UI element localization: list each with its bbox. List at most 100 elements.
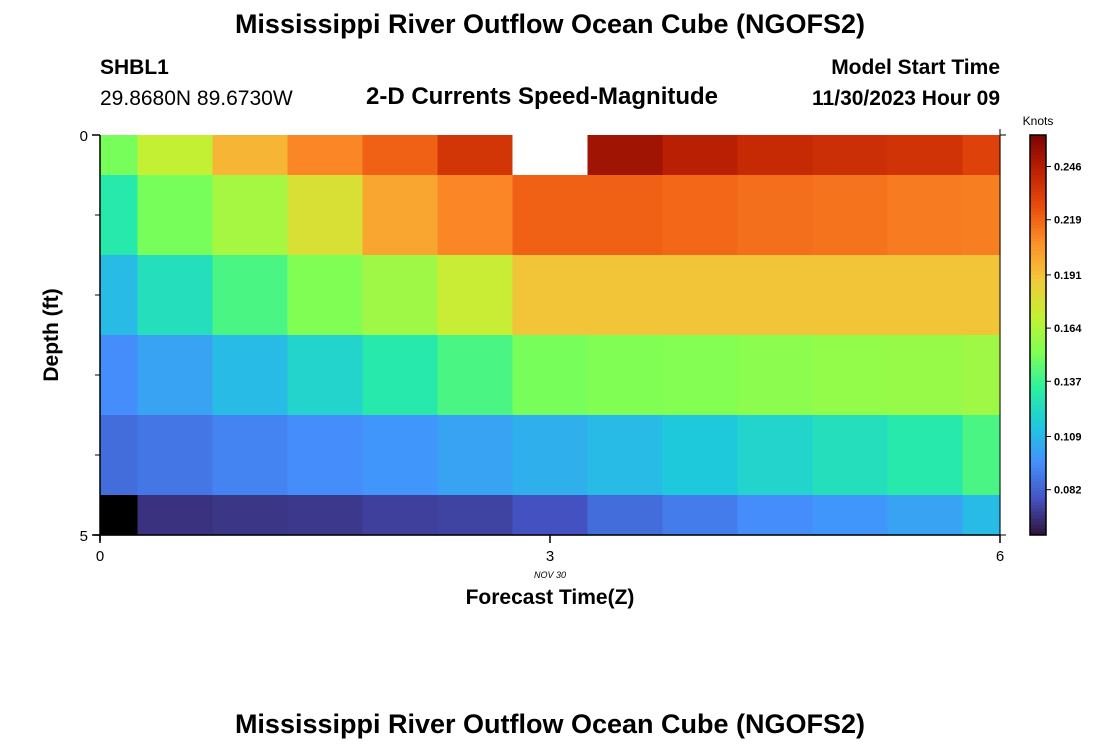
- heatmap-cell: [962, 135, 1001, 176]
- heatmap-cell: [887, 335, 964, 416]
- heatmap-cell: [137, 135, 214, 176]
- colorbar-segment: [1030, 428, 1046, 433]
- heatmap-cell: [812, 135, 889, 176]
- colorbar-segment: [1030, 305, 1046, 309]
- colorbar-segment: [1030, 181, 1046, 186]
- station-coordinates: 29.8680N 89.6730W: [100, 87, 293, 110]
- heatmap-cell: [512, 415, 589, 496]
- colorbar-segment: [1030, 528, 1046, 533]
- colorbar-segment: [1030, 368, 1046, 373]
- model-start-value: 11/30/2023 Hour 09: [812, 87, 1000, 110]
- colorbar-segment: [1030, 135, 1046, 139]
- colorbar-segment: [1030, 441, 1046, 446]
- heatmap-cell: [437, 135, 514, 176]
- colorbar-segment: [1030, 311, 1046, 316]
- heatmap-cell: [587, 495, 664, 536]
- colorbar-segment: [1030, 351, 1046, 356]
- colorbar-segment: [1030, 485, 1046, 489]
- heatmap-cell: [512, 335, 589, 416]
- y-tick-label: 0: [80, 128, 88, 145]
- heatmap-cell: [100, 415, 139, 496]
- colorbar-segment: [1030, 395, 1046, 399]
- colorbar-segment: [1030, 165, 1046, 169]
- heatmap-cell: [512, 495, 589, 536]
- colorbar-segment: [1030, 345, 1046, 349]
- x-tick-label: 3: [546, 548, 554, 565]
- colorbar-segment: [1030, 231, 1046, 236]
- heatmap-cell: [137, 335, 214, 416]
- heatmap-cell: [362, 175, 439, 256]
- colorbar-segment: [1030, 481, 1046, 486]
- colorbar-segment: [1030, 245, 1046, 249]
- colorbar-segment: [1030, 328, 1046, 333]
- colorbar-segment: [1030, 365, 1046, 369]
- colorbar-segment: [1030, 415, 1046, 419]
- colorbar-segment: [1030, 461, 1046, 466]
- colorbar-segment: [1030, 275, 1046, 279]
- colorbar-segment: [1030, 168, 1046, 173]
- colorbar-segment: [1030, 271, 1046, 276]
- colorbar-segment: [1030, 148, 1046, 153]
- colorbar-segment: [1030, 385, 1046, 389]
- colorbar-segment: [1030, 378, 1046, 383]
- heatmap-cell: [100, 335, 139, 416]
- x-tick-label: 0: [96, 548, 104, 565]
- heatmap-cell: [587, 175, 664, 256]
- heatmap-cell: [812, 255, 889, 336]
- colorbar-frame: [1029, 134, 1047, 536]
- heatmap-cell: [212, 175, 289, 256]
- heatmap-cell: [887, 135, 964, 176]
- colorbar-segment: [1030, 298, 1046, 303]
- colorbar-segment: [1030, 191, 1046, 196]
- colorbar-segment: [1030, 278, 1046, 283]
- colorbar-segment: [1030, 325, 1046, 329]
- colorbar-segment: [1030, 458, 1046, 463]
- colorbar-segment: [1030, 331, 1046, 336]
- colorbar-segment: [1030, 338, 1046, 343]
- heatmap-cell: [662, 255, 739, 336]
- colorbar-segment: [1030, 258, 1046, 263]
- heatmap-cell: [137, 495, 214, 536]
- colorbar-segment: [1030, 228, 1046, 233]
- colorbar-label: Knots: [1023, 114, 1054, 128]
- heatmap-cell: [512, 175, 589, 256]
- heatmap-cell: [737, 495, 814, 536]
- colorbar-segment: [1030, 175, 1046, 179]
- heatmap-cell: [512, 255, 589, 336]
- colorbar-segment: [1030, 255, 1046, 259]
- colorbar-segment: [1030, 201, 1046, 206]
- colorbar-segment: [1030, 475, 1046, 479]
- colorbar-segment: [1030, 315, 1046, 319]
- colorbar-segment: [1030, 321, 1046, 326]
- colorbar-segment: [1030, 308, 1046, 313]
- heatmap-cell: [362, 335, 439, 416]
- colorbar-segment: [1030, 361, 1046, 366]
- colorbar-segment: [1030, 195, 1046, 199]
- heatmap-cell: [100, 495, 139, 536]
- model-start-label: Model Start Time: [831, 56, 1000, 79]
- heatmap-cell: [362, 255, 439, 336]
- heatmap-cell: [662, 415, 739, 496]
- colorbar-segment: [1030, 208, 1046, 213]
- heatmap-cell: [662, 335, 739, 416]
- colorbar-segment: [1030, 355, 1046, 359]
- colorbar-segment: [1030, 248, 1046, 253]
- heatmap-cell: [287, 135, 364, 176]
- heatmap-cell: [962, 175, 1001, 256]
- colorbar-segment: [1030, 425, 1046, 429]
- heatmap-cell: [212, 255, 289, 336]
- colorbar-segment: [1030, 418, 1046, 423]
- heatmap-cell: [887, 255, 964, 336]
- colorbar-segment: [1030, 268, 1046, 273]
- colorbar-segment: [1030, 335, 1046, 339]
- heatmap-cell: [587, 135, 664, 176]
- colorbar-segment: [1030, 408, 1046, 413]
- heatmap-cell: [137, 415, 214, 496]
- heatmap-cell: [962, 415, 1001, 496]
- heatmap-cell: [887, 495, 964, 536]
- colorbar-segment: [1030, 391, 1046, 396]
- colorbar-segment: [1030, 478, 1046, 483]
- chart-subtitle: 2-D Currents Speed-Magnitude: [366, 83, 719, 110]
- colorbar-segment: [1030, 161, 1046, 166]
- colorbar-segment: [1030, 241, 1046, 246]
